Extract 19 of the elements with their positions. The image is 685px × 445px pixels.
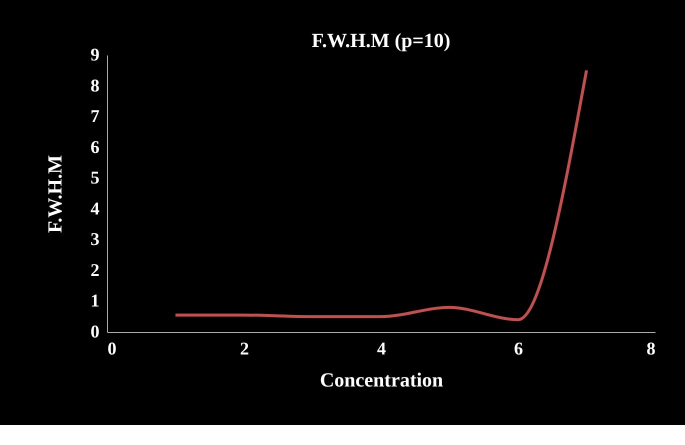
x-tick-label: 6 — [514, 338, 523, 358]
x-tick-label: 2 — [240, 338, 249, 358]
x-axis-title: Concentration — [320, 370, 444, 392]
y-tick-label: 0 — [90, 322, 100, 342]
y-tick-label: 1 — [90, 290, 100, 311]
y-tick-label: 4 — [90, 198, 100, 218]
y-tick-label: 5 — [90, 168, 100, 188]
y-tick-label: 9 — [90, 44, 100, 64]
y-tick-label: 3 — [90, 229, 100, 250]
y-tick-label: 8 — [90, 75, 100, 96]
x-tick-label: 0 — [108, 338, 116, 358]
y-tick-label: 6 — [90, 136, 100, 157]
x-tick-label: 8 — [646, 338, 656, 358]
x-tick-label: 4 — [377, 338, 386, 358]
line-series — [174, 68, 588, 322]
y-tick-label: 2 — [90, 260, 100, 280]
y-axis-title: F.W.H.M — [44, 154, 66, 233]
y-tick-label: 7 — [90, 106, 100, 126]
chart-title: F.W.H.M (p=10) — [312, 30, 450, 52]
